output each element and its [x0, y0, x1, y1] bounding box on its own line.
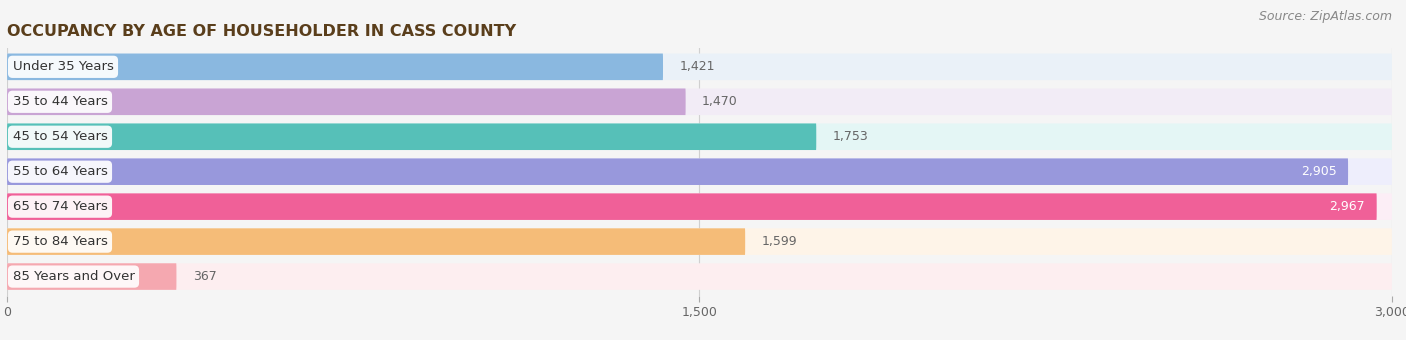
FancyBboxPatch shape [7, 88, 1392, 115]
Text: 1,470: 1,470 [702, 95, 738, 108]
FancyBboxPatch shape [7, 158, 1392, 185]
FancyBboxPatch shape [7, 88, 686, 115]
FancyBboxPatch shape [7, 228, 1392, 255]
Text: 2,967: 2,967 [1330, 200, 1365, 213]
Text: 55 to 64 Years: 55 to 64 Years [13, 165, 107, 178]
Text: 1,753: 1,753 [832, 130, 868, 143]
Text: OCCUPANCY BY AGE OF HOUSEHOLDER IN CASS COUNTY: OCCUPANCY BY AGE OF HOUSEHOLDER IN CASS … [7, 24, 516, 39]
Text: 65 to 74 Years: 65 to 74 Years [13, 200, 107, 213]
Text: Source: ZipAtlas.com: Source: ZipAtlas.com [1258, 10, 1392, 23]
Text: 85 Years and Over: 85 Years and Over [13, 270, 135, 283]
Text: 1,421: 1,421 [679, 60, 714, 73]
FancyBboxPatch shape [7, 123, 1392, 150]
Text: 75 to 84 Years: 75 to 84 Years [13, 235, 107, 248]
FancyBboxPatch shape [7, 123, 817, 150]
FancyBboxPatch shape [7, 158, 1348, 185]
FancyBboxPatch shape [7, 53, 664, 80]
FancyBboxPatch shape [7, 263, 1392, 290]
FancyBboxPatch shape [7, 263, 176, 290]
FancyBboxPatch shape [7, 193, 1392, 220]
Text: 35 to 44 Years: 35 to 44 Years [13, 95, 107, 108]
FancyBboxPatch shape [7, 53, 1392, 80]
Text: 367: 367 [193, 270, 217, 283]
Text: Under 35 Years: Under 35 Years [13, 60, 114, 73]
Text: 45 to 54 Years: 45 to 54 Years [13, 130, 107, 143]
Text: 2,905: 2,905 [1301, 165, 1337, 178]
FancyBboxPatch shape [7, 193, 1376, 220]
FancyBboxPatch shape [7, 228, 745, 255]
Text: 1,599: 1,599 [761, 235, 797, 248]
